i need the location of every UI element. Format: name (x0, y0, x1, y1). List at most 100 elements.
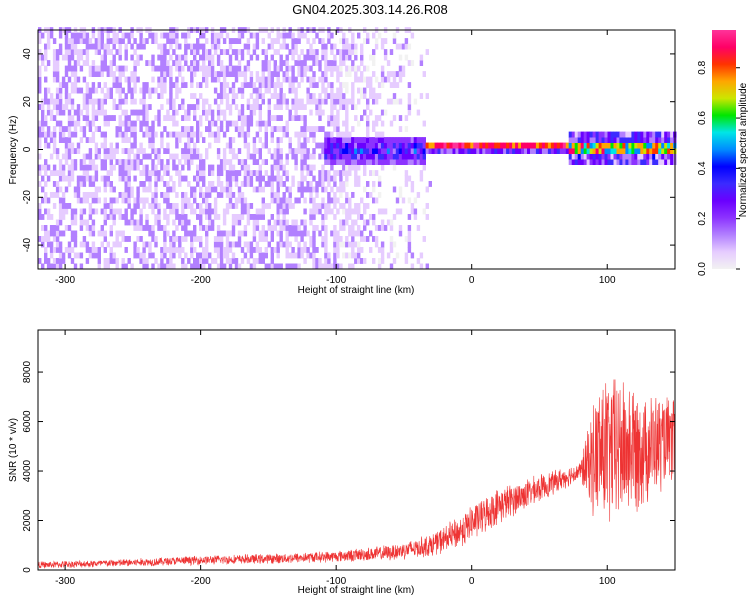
heatmap-cell (202, 225, 206, 231)
heatmap-cell (395, 197, 400, 204)
heatmap-cell (586, 148, 590, 154)
heatmap-cell (41, 32, 45, 39)
heatmap-cell (64, 159, 69, 165)
heatmap-cell (392, 82, 397, 88)
heatmap-cell (404, 252, 409, 259)
heatmap-cell (70, 219, 75, 226)
colorbar-ticks: 0.00.20.40.60.8 (697, 60, 740, 276)
heatmap-cell (330, 148, 334, 154)
heatmap-cell (52, 247, 57, 253)
heatmap-cell (318, 38, 322, 44)
heatmap-cell (106, 263, 110, 270)
heatmap-cell (580, 148, 585, 154)
heatmap-cell (130, 87, 134, 94)
heatmap-cell (637, 131, 641, 138)
heatmap-cell (148, 175, 152, 182)
heatmap-cell (413, 208, 418, 215)
heatmap-cell (184, 197, 188, 204)
heatmap-cell (124, 263, 128, 270)
heatmap-cell (190, 131, 194, 138)
heatmap-cell (44, 208, 48, 215)
heatmap-cell (333, 104, 337, 110)
heatmap-cell (46, 98, 51, 105)
heatmap-cell (46, 263, 51, 270)
heatmap-cell (202, 71, 206, 77)
heatmap-cell (625, 131, 629, 138)
heatmap-cell (216, 93, 221, 99)
heatmap-cell (330, 159, 334, 165)
heatmap-cell (148, 60, 152, 66)
heatmap-cell (559, 142, 564, 149)
heatmap-cell (279, 126, 283, 132)
heatmap-cell (210, 109, 215, 116)
heatmap-cell (255, 98, 260, 105)
heatmap-cell (216, 115, 221, 121)
heatmap-cell (44, 76, 48, 83)
heatmap-cell (76, 181, 81, 187)
heatmap-cell (202, 98, 206, 105)
heatmap-cell (178, 54, 182, 61)
heatmap-cell (112, 214, 116, 220)
heatmap-cell (55, 76, 60, 83)
heatmap-cell (363, 164, 367, 171)
heatmap-cell (342, 93, 346, 99)
heatmap-cell (44, 197, 48, 204)
heatmap-cell (583, 142, 588, 149)
heatmap-cell (148, 104, 152, 110)
heatmap-cell (339, 142, 343, 149)
heatmap-cell (595, 159, 599, 165)
heatmap-cell (285, 170, 289, 176)
heatmap-cell (181, 203, 185, 209)
heatmap-cell (148, 153, 152, 160)
heatmap-cell (595, 142, 599, 149)
heatmap-cell (339, 236, 343, 242)
heatmap-cell (547, 142, 552, 149)
heatmap-cell (309, 164, 313, 171)
heatmap-cell (67, 137, 72, 143)
heatmap-cell (187, 109, 191, 116)
heatmap-cell (133, 175, 137, 182)
heatmap-cell (106, 120, 110, 127)
heatmap-cell (193, 109, 197, 116)
heatmap-cell (55, 225, 60, 231)
heatmap-cell (622, 131, 626, 138)
heatmap-cell (372, 214, 376, 220)
heatmap-cell (145, 186, 149, 193)
heatmap-cell (52, 65, 57, 72)
heatmap-cell (515, 142, 519, 149)
heatmap-cell (121, 38, 125, 44)
heatmap-cell (369, 54, 373, 61)
heatmap-cell (315, 98, 319, 105)
heatmap-cell (345, 236, 349, 242)
heatmap-cell (279, 115, 283, 121)
heatmap-cell (282, 38, 286, 44)
heatmap-cell (398, 115, 403, 121)
heatmap-cell (309, 236, 313, 242)
heatmap-cell (664, 159, 668, 165)
heatmap-cell (237, 49, 242, 55)
heatmap-cell (655, 131, 659, 138)
heatmap-cell (324, 236, 328, 242)
heatmap-cell (145, 241, 149, 248)
heatmap-cell (139, 219, 143, 226)
heatmap-cell (389, 49, 394, 55)
heatmap-cell (70, 49, 75, 55)
heatmap-cell (85, 197, 90, 204)
heatmap-cell (193, 192, 197, 198)
heatmap-cell (366, 65, 370, 72)
heatmap-cell (392, 142, 397, 149)
heatmap-cell (574, 137, 579, 143)
heatmap-cell (246, 65, 251, 72)
heatmap-cell (49, 137, 54, 143)
heatmap-cell (336, 115, 340, 121)
heatmap-cell (97, 197, 101, 204)
heatmap-cell (166, 98, 170, 105)
heatmap-cell (282, 203, 286, 209)
heatmap-cell (264, 137, 268, 143)
heatmap-cell (357, 153, 361, 160)
heatmap-cell (610, 131, 614, 138)
heatmap-cell (410, 142, 415, 149)
heatmap-cell (222, 65, 227, 72)
heatmap-cell (139, 109, 143, 116)
heatmap-cell (225, 258, 230, 264)
